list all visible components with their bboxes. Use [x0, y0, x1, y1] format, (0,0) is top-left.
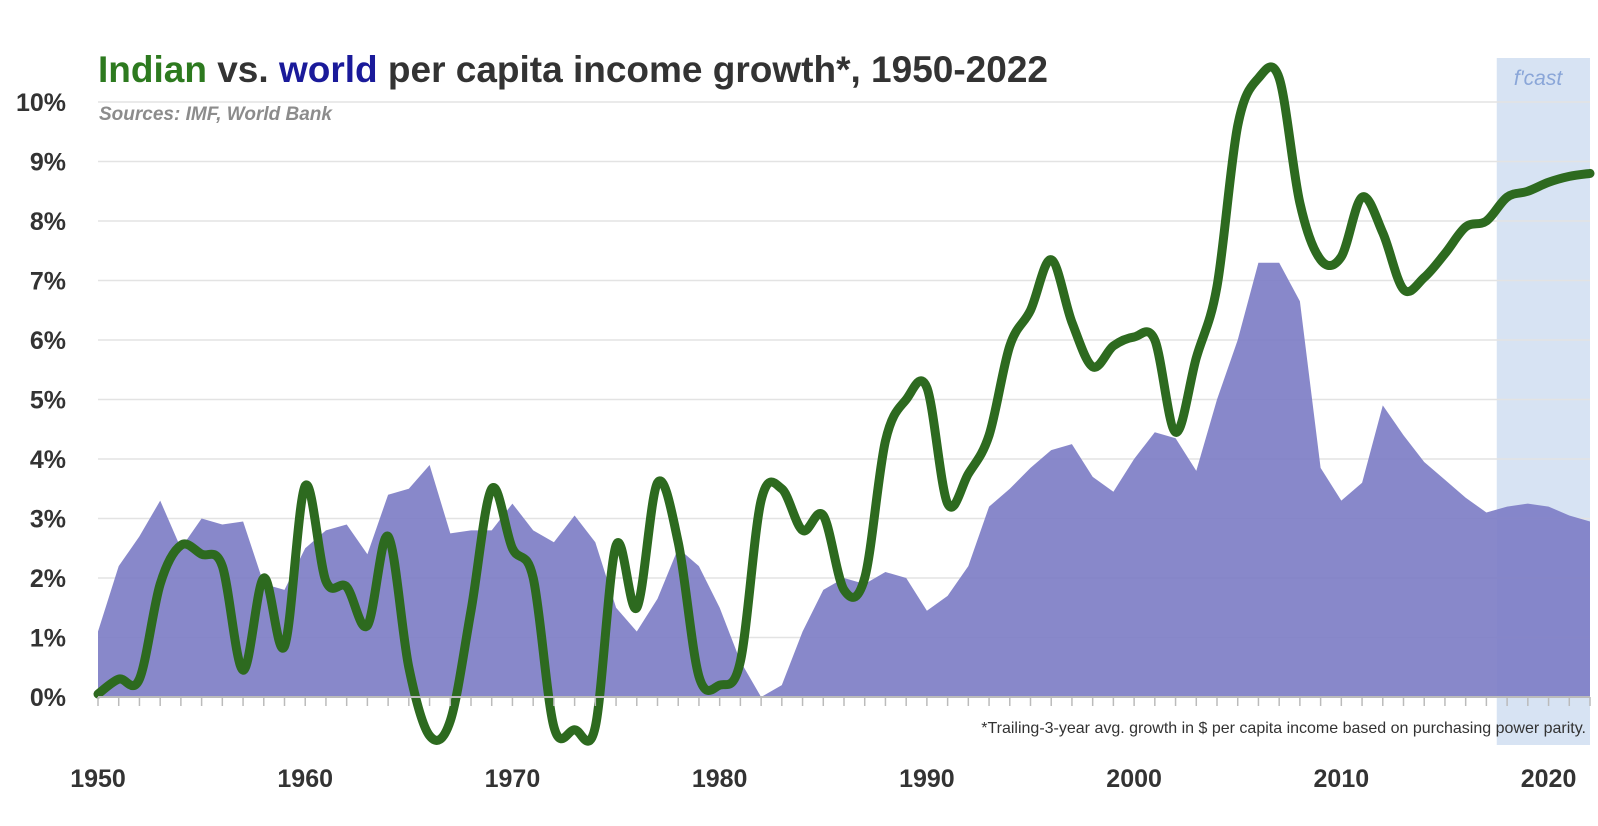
- x-tick-label: 2010: [1314, 765, 1370, 793]
- chart-footnote: *Trailing-3-year avg. growth in $ per ca…: [981, 720, 1586, 737]
- chart-title: Indian vs. world per capita income growt…: [98, 49, 1048, 90]
- y-tick-label: 7%: [30, 268, 66, 296]
- y-tick-label: 5%: [30, 387, 66, 415]
- x-tick-label: 2020: [1521, 765, 1577, 793]
- chart-subtitle: Sources: IMF, World Bank: [99, 104, 333, 125]
- y-tick-label: 4%: [30, 446, 66, 474]
- x-axis: [97, 696, 1591, 706]
- y-tick-label: 10%: [16, 89, 66, 117]
- title-segment: world: [278, 49, 378, 90]
- y-tick-labels: 0% 1% 2% 3% 4% 5% 6% 7% 8% 9% 10%: [16, 89, 66, 712]
- title-segment: Indian: [98, 49, 207, 90]
- y-tick-label: 6%: [30, 327, 66, 355]
- x-tick-label: 2000: [1106, 765, 1162, 793]
- y-tick-label: 9%: [30, 149, 66, 177]
- india-line-layer: [93, 62, 1595, 746]
- x-tick-label: 1990: [899, 765, 955, 793]
- y-tick-label: 3%: [30, 506, 66, 534]
- india-line: [93, 62, 1595, 746]
- x-tick-labels: 1950 1960 1970 1980 1990 2000 2010 2020: [70, 765, 1576, 793]
- y-tick-label: 8%: [30, 208, 66, 236]
- forecast-label: f'cast: [1514, 67, 1564, 90]
- y-tick-label: 1%: [30, 625, 66, 653]
- x-tick-label: 1970: [485, 765, 541, 793]
- y-tick-label: 2%: [30, 565, 66, 593]
- title-segment: per capita income growth*, 1950-2022: [378, 49, 1048, 90]
- world-area-layer: [98, 262, 1590, 697]
- x-tick-label: 1980: [692, 765, 748, 793]
- y-tick-label: 0%: [30, 684, 66, 712]
- x-tick-label: 1950: [70, 765, 126, 793]
- world-area: [98, 262, 1590, 697]
- x-tick-label: 1960: [277, 765, 333, 793]
- title-segment: vs.: [207, 49, 279, 90]
